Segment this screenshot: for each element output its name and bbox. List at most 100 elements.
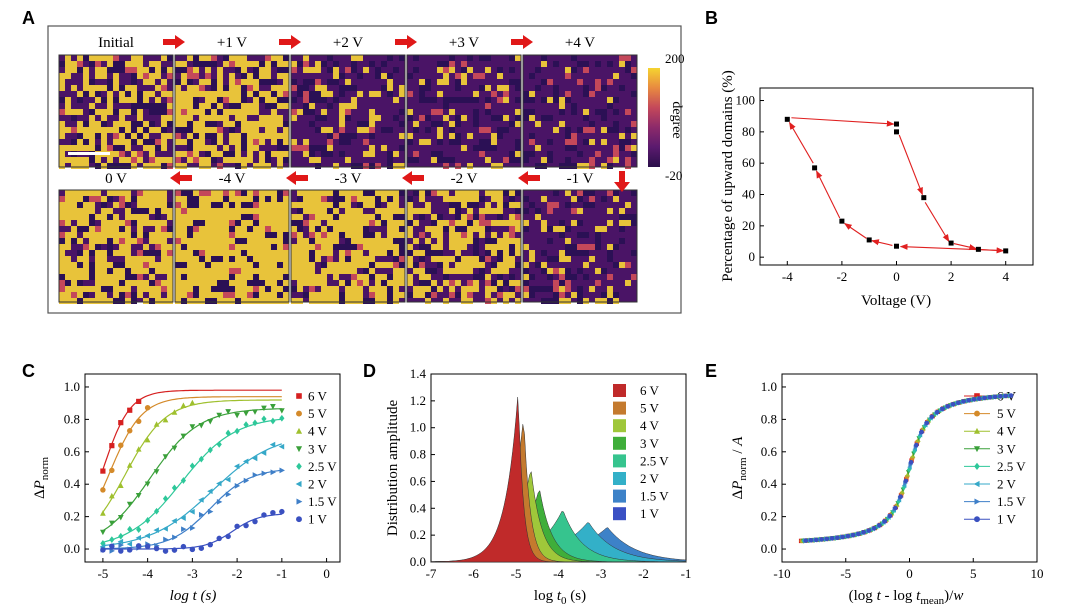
legend-marker: [296, 393, 302, 399]
pfm-upward-domains: [529, 61, 637, 169]
pfm-mid-domains: [529, 55, 637, 169]
legend-marker: [296, 498, 303, 505]
data-point: [109, 536, 115, 544]
x-tick-label: -10: [773, 566, 790, 581]
data-point: [135, 543, 142, 549]
y-tick-label: 0.0: [410, 554, 426, 569]
pfm-mid-domains: [523, 190, 637, 298]
data-point: [136, 526, 142, 533]
data-point: [835, 535, 840, 541]
pfm-tile-label: +1 V: [217, 35, 247, 51]
data-point: [261, 470, 268, 477]
fit-line: [102, 443, 283, 547]
legend-label: 3 V: [997, 441, 1017, 456]
y-tick-label: 1.2: [410, 393, 426, 408]
y-tick-label: 0.2: [64, 509, 80, 524]
x-tick-label: 0: [323, 566, 330, 581]
data-point: [279, 414, 285, 422]
pfm-tile-border: [406, 54, 522, 168]
data-point: [117, 515, 124, 521]
chart-d-xlabel: log t0 (s): [534, 588, 586, 607]
data-point: [108, 520, 115, 527]
pfm-upward-domains: [59, 55, 173, 169]
legend-label: 2 V: [640, 471, 660, 486]
legend-label: 4 V: [640, 418, 660, 433]
y-tick-label: 0.0: [761, 541, 777, 556]
data-point: [234, 427, 240, 435]
hysteresis-arrow: [899, 243, 1002, 252]
data-point: [270, 469, 277, 476]
data-point: [171, 445, 178, 452]
data-point: [270, 509, 276, 516]
data-point: [225, 533, 231, 540]
pfm-tile: [290, 54, 406, 169]
data-point: [260, 450, 267, 456]
data-point: [278, 408, 285, 414]
data-point: [910, 453, 916, 458]
data-point: [207, 446, 213, 454]
data-point: [216, 480, 222, 487]
data-point: [242, 458, 249, 465]
legend-marker: [296, 410, 302, 417]
data-point: [162, 495, 169, 502]
legend-marker: [973, 480, 980, 488]
colorbar-label: degree: [669, 101, 684, 138]
hysteresis-arrow: [791, 117, 895, 127]
data-point: [118, 420, 124, 426]
data-point: [126, 541, 133, 547]
chart-c-xlabel: log t (s): [170, 588, 217, 604]
legend-label: 1.5 V: [640, 489, 669, 504]
data-point: [153, 421, 160, 427]
pfm-tile-border: [58, 54, 174, 168]
data-point: [127, 525, 133, 533]
pfm-tile-border: [58, 189, 174, 303]
pfm-tile: [58, 189, 174, 304]
pfm-dark-domains: [59, 196, 173, 304]
x-tick-label: -6: [468, 566, 479, 581]
data-point: [144, 543, 151, 550]
pfm-tile: [406, 189, 522, 304]
pfm-upward-domains: [59, 190, 173, 304]
pfm-upward-domains: [523, 190, 631, 304]
pfm-tile: [522, 54, 638, 169]
pfm-upward-domains: [175, 190, 289, 304]
data-point: [127, 428, 133, 434]
data-point: [189, 462, 195, 470]
data-point: [181, 526, 187, 533]
data-point: [921, 195, 927, 201]
x-tick-label: -2: [836, 269, 847, 284]
data-point: [252, 419, 258, 427]
data-point: [896, 498, 901, 505]
legend-swatch: [613, 384, 626, 397]
data-point: [171, 547, 178, 553]
legend-marker: [295, 427, 303, 434]
legend-label: 2.5 V: [308, 459, 337, 474]
pfm-tile-border: [174, 54, 290, 168]
pfm-dark-domains: [523, 55, 637, 169]
data-point: [924, 420, 930, 426]
y-tick-label: 0.4: [64, 476, 81, 491]
x-tick-label: -4: [782, 269, 793, 284]
pfm-tile: [406, 54, 522, 169]
pfm-tile-border: [290, 189, 406, 303]
data-point: [252, 409, 258, 415]
legend-label: 1 V: [308, 512, 328, 527]
pfm-tile-label: +3 V: [449, 35, 479, 51]
chart-e-ylabel: ΔPnorm / A: [730, 436, 749, 500]
x-tick-label: 2: [948, 269, 955, 284]
scale-bar: [68, 152, 110, 155]
data-point: [162, 454, 169, 460]
y-tick-label: 1.0: [64, 379, 80, 394]
panel-c: -5 -4 -3 -2 -1 0 0.0 0.2 0.4 0.6 0.8 1.0 6 V 5 V 4 V 3 …: [32, 373, 341, 604]
data-point: [189, 508, 195, 515]
data-point: [919, 429, 924, 435]
data-point: [198, 545, 205, 551]
data-point: [251, 455, 258, 462]
data-point: [845, 533, 851, 539]
legend-label: 3 V: [308, 441, 328, 456]
data-point: [922, 423, 928, 429]
data-point: [180, 543, 187, 550]
panel-label-c: C: [22, 361, 35, 381]
pfm-dark-domains: [291, 190, 405, 304]
